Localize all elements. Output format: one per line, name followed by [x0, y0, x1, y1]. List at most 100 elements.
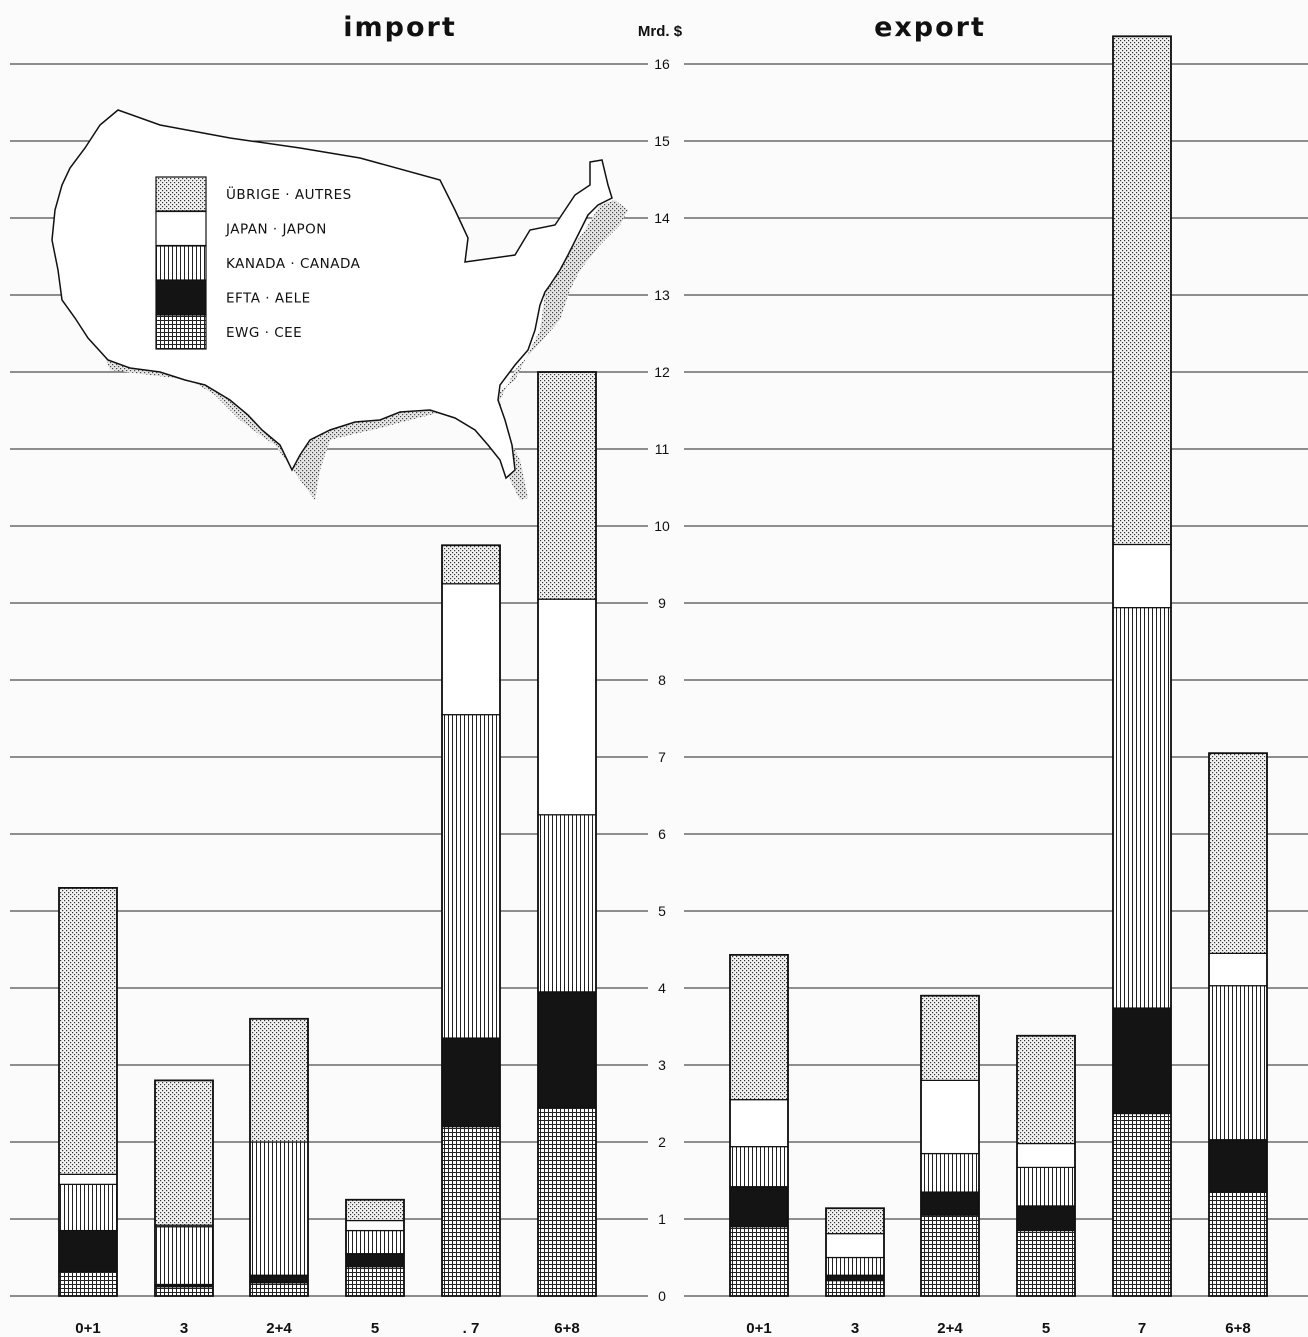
category-label: 2+4 [937, 1320, 963, 1337]
category-label: 0+1 [75, 1320, 100, 1337]
bar-segment-ewg [249, 1282, 309, 1297]
bar-segment-efta [825, 1274, 885, 1282]
bar-segment-uebrige [1112, 35, 1172, 546]
bar-segment-kanada [729, 1146, 789, 1188]
export-bars [729, 35, 1268, 1297]
y-tick-label: 3 [658, 1057, 666, 1073]
bar-segment-kanada [1016, 1166, 1076, 1207]
bar-segment-kanada [58, 1183, 118, 1232]
y-tick-label: 11 [655, 441, 670, 457]
category-label: 2+4 [266, 1320, 292, 1337]
bar-segment-kanada [249, 1141, 309, 1276]
bar-outline [825, 1207, 885, 1297]
legend-swatch-ewg [155, 314, 207, 350]
bar-outline [729, 953, 789, 1297]
y-tick-label: 10 [654, 518, 670, 534]
bar-segment-uebrige [249, 1018, 309, 1143]
bar-segment-kanada [345, 1229, 405, 1255]
category-label: 7 [1138, 1320, 1146, 1337]
bar-outline [58, 887, 118, 1297]
bar-outline [920, 994, 980, 1297]
y-tick-label: 8 [658, 672, 666, 688]
bar-segment-japan [729, 1099, 789, 1148]
export-category-labels: 0+1 3 2+4 5 7 6+8 [746, 1320, 1250, 1337]
bar-segment-efta [441, 1037, 501, 1128]
bar-outline [1112, 35, 1172, 1297]
bar-segment-ewg [441, 1125, 501, 1297]
y-tick-label: 7 [658, 749, 666, 765]
bar-segment-ewg [345, 1266, 405, 1297]
y-tick-label: 5 [658, 903, 666, 919]
bar-segment-uebrige [825, 1207, 885, 1235]
bar-outline [1016, 1034, 1076, 1297]
bar-outline [441, 544, 501, 1297]
legend-label-kanada: KANADA · CANADA [226, 256, 361, 272]
import-title: import [343, 12, 457, 43]
bar-outline [154, 1079, 214, 1297]
legend-label-efta: EFTA · AELE [226, 291, 311, 307]
bar-segment-kanada [441, 714, 501, 1039]
category-label: 3 [851, 1320, 859, 1337]
legend-swatch-uebrige [155, 176, 207, 212]
bar-outline [1208, 752, 1268, 1297]
import-bars [58, 371, 597, 1297]
legend-swatch-kanada [155, 245, 207, 281]
bar-segment-efta [729, 1186, 789, 1228]
bar-segment-efta [345, 1253, 405, 1268]
y-tick-label: 16 [654, 56, 670, 72]
y-tick-label: 0 [658, 1288, 666, 1304]
legend-label-uebrige: ÜBRIGE · AUTRES [226, 185, 352, 203]
bar-segment-kanada [825, 1256, 885, 1276]
bar-segment-ewg [154, 1286, 214, 1297]
y-tick-label: 4 [658, 980, 666, 996]
legend-swatch-efta [155, 279, 207, 316]
bar-segment-japan [1112, 543, 1172, 609]
category-label: 5 [1042, 1320, 1050, 1337]
bar-segment-uebrige [345, 1199, 405, 1222]
bar-segment-kanada [537, 814, 597, 993]
bar-segment-japan [1208, 952, 1268, 987]
bar-segment-efta [920, 1191, 980, 1216]
y-tick-label: 13 [654, 287, 670, 303]
bar-segment-uebrige [58, 887, 118, 1175]
bar-segment-kanada [1112, 607, 1172, 1009]
legend-label-japan: JAPAN · JAPON [225, 222, 327, 238]
bar-segment-japan [441, 583, 501, 716]
bar-segment-uebrige [729, 954, 789, 1101]
category-label: 6+8 [554, 1320, 579, 1337]
y-tick-label: 6 [658, 826, 666, 842]
bar-segment-kanada [154, 1226, 214, 1286]
y-tick-label: 12 [654, 364, 670, 380]
bar-segment-ewg [1208, 1191, 1268, 1297]
y-tick-label: 1 [658, 1211, 666, 1227]
bar-segment-japan [1016, 1142, 1076, 1169]
bar-segment-ewg [58, 1270, 118, 1297]
y-tick-label: 2 [658, 1134, 666, 1150]
bar-segment-efta [1112, 1007, 1172, 1115]
bar-segment-ewg [729, 1226, 789, 1297]
bar-segment-ewg [1112, 1112, 1172, 1297]
bar-segment-efta [1016, 1205, 1076, 1232]
bar-segment-uebrige [920, 995, 980, 1082]
bar-segment-efta [249, 1274, 309, 1284]
bar-segment-efta [58, 1229, 118, 1272]
usa-map-illustration: ÜBRIGE · AUTRES JAPAN · JAPON KANADA · CAN… [51, 109, 628, 500]
bar-segment-japan [537, 598, 597, 816]
category-label: 3 [180, 1320, 188, 1337]
usa-map-outline [51, 109, 613, 480]
legend-label-ewg: EWG · CEE [226, 325, 302, 341]
bar-segment-japan [920, 1079, 980, 1155]
bar-segment-ewg [537, 1106, 597, 1297]
category-label: 5 [371, 1320, 379, 1337]
y-tick-label: 9 [658, 595, 666, 611]
legend: ÜBRIGE · AUTRES JAPAN · JAPON KANADA · CAN… [155, 176, 361, 350]
bar-segment-uebrige [1208, 752, 1268, 954]
bar-segment-japan [58, 1173, 118, 1185]
bar-segment-kanada [1208, 985, 1268, 1141]
bar-segment-uebrige [154, 1079, 214, 1226]
export-title: export [874, 12, 986, 43]
bar-segment-uebrige [1016, 1035, 1076, 1145]
category-label: . 7 [463, 1320, 480, 1337]
